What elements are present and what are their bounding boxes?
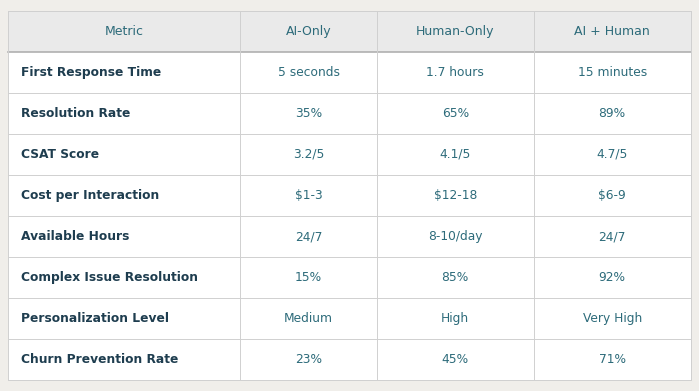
Bar — [377, 298, 534, 339]
Text: 65%: 65% — [442, 107, 469, 120]
Bar — [534, 257, 691, 298]
Text: 15%: 15% — [295, 271, 322, 284]
Bar — [240, 298, 377, 339]
Text: Human-Only: Human-Only — [416, 25, 494, 38]
Text: 1.7 hours: 1.7 hours — [426, 66, 484, 79]
Bar — [534, 298, 691, 339]
Bar — [377, 134, 534, 175]
Bar — [240, 216, 377, 257]
Bar — [240, 257, 377, 298]
Bar — [377, 257, 534, 298]
Bar — [8, 93, 240, 134]
Text: 8-10/day: 8-10/day — [428, 230, 482, 243]
Bar — [240, 175, 377, 216]
Text: 35%: 35% — [295, 107, 322, 120]
Text: Very High: Very High — [582, 312, 642, 325]
Bar — [534, 134, 691, 175]
Bar — [377, 11, 534, 52]
Text: AI + Human: AI + Human — [575, 25, 650, 38]
Text: $12-18: $12-18 — [433, 189, 477, 202]
Text: CSAT Score: CSAT Score — [21, 148, 99, 161]
Bar — [8, 134, 240, 175]
Bar — [534, 52, 691, 93]
Text: Resolution Rate: Resolution Rate — [21, 107, 130, 120]
Text: AI-Only: AI-Only — [286, 25, 331, 38]
Text: 4.1/5: 4.1/5 — [440, 148, 471, 161]
Bar — [240, 52, 377, 93]
Text: 4.7/5: 4.7/5 — [596, 148, 628, 161]
Bar — [240, 134, 377, 175]
Text: 85%: 85% — [442, 271, 469, 284]
Text: 92%: 92% — [598, 271, 626, 284]
Bar — [534, 93, 691, 134]
Bar — [534, 11, 691, 52]
Bar — [8, 339, 240, 380]
Bar — [534, 175, 691, 216]
Bar — [534, 216, 691, 257]
Bar — [240, 11, 377, 52]
Bar — [377, 339, 534, 380]
Text: Personalization Level: Personalization Level — [21, 312, 169, 325]
Bar — [534, 339, 691, 380]
Bar — [8, 52, 240, 93]
Text: First Response Time: First Response Time — [21, 66, 161, 79]
Bar — [8, 216, 240, 257]
Text: 71%: 71% — [598, 353, 626, 366]
Text: 15 minutes: 15 minutes — [577, 66, 647, 79]
Bar — [377, 52, 534, 93]
Bar — [8, 298, 240, 339]
Text: Metric: Metric — [105, 25, 144, 38]
Text: Cost per Interaction: Cost per Interaction — [21, 189, 159, 202]
Bar — [377, 175, 534, 216]
Bar — [240, 93, 377, 134]
Text: Churn Prevention Rate: Churn Prevention Rate — [21, 353, 178, 366]
Bar — [8, 257, 240, 298]
Text: $6-9: $6-9 — [598, 189, 626, 202]
Text: 23%: 23% — [295, 353, 322, 366]
Bar — [377, 93, 534, 134]
Text: 24/7: 24/7 — [295, 230, 322, 243]
Bar — [8, 11, 240, 52]
Text: Available Hours: Available Hours — [21, 230, 129, 243]
Bar — [8, 175, 240, 216]
Text: 89%: 89% — [598, 107, 626, 120]
Text: 24/7: 24/7 — [598, 230, 626, 243]
Text: Complex Issue Resolution: Complex Issue Resolution — [21, 271, 198, 284]
Text: 45%: 45% — [442, 353, 469, 366]
Text: 3.2/5: 3.2/5 — [293, 148, 324, 161]
Bar — [240, 339, 377, 380]
Text: 5 seconds: 5 seconds — [278, 66, 340, 79]
Bar — [377, 216, 534, 257]
Text: $1-3: $1-3 — [295, 189, 322, 202]
Text: Medium: Medium — [284, 312, 333, 325]
Text: High: High — [441, 312, 469, 325]
